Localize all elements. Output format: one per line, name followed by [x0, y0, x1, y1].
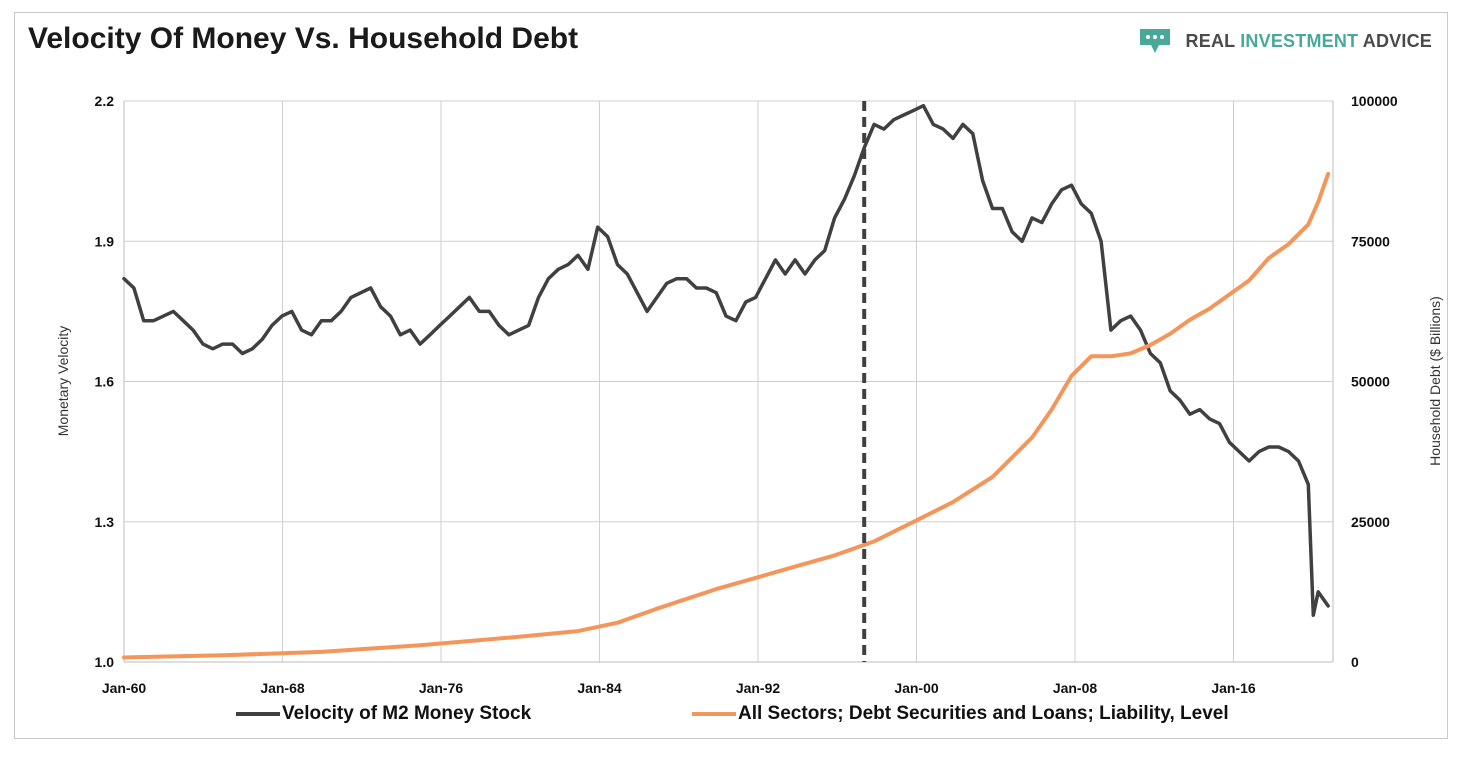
- y-left-tick-label: 1.9: [95, 233, 115, 249]
- legend-swatch-debt: [692, 712, 736, 716]
- speech-bubble-dots-icon: [1139, 29, 1170, 53]
- legend-item-debt: All Sectors; Debt Securities and Loans; …: [692, 703, 1229, 725]
- series-lines: [122, 103, 1331, 660]
- legend-swatch-velocity: [236, 712, 280, 716]
- grid-lines: [123, 100, 1334, 663]
- y-left-tick-label: 1.3: [95, 514, 115, 530]
- x-tick-label: Jan-84: [577, 680, 622, 696]
- y-left-tick-label: 1.6: [95, 374, 115, 390]
- brand-logo-group: REAL INVESTMENT ADVICE: [1138, 26, 1432, 56]
- legend-label-debt: All Sectors; Debt Securities and Loans; …: [738, 703, 1229, 724]
- x-tick-label: Jan-60: [102, 680, 147, 696]
- y-right-tick-label: 100000: [1351, 93, 1398, 109]
- x-tick-label: Jan-08: [1053, 680, 1098, 696]
- y-left-tick-label: 2.2: [95, 93, 115, 109]
- y-right-tick-label: 50000: [1351, 374, 1390, 390]
- chart-legend: Velocity of M2 Money Stock All Sectors; …: [0, 703, 1464, 731]
- y-right-tick-label: 75000: [1351, 233, 1390, 249]
- series-line-velocity: [122, 103, 1330, 618]
- legend-label-velocity: Velocity of M2 Money Stock: [282, 703, 532, 724]
- y-right-tick-label: 0: [1351, 654, 1359, 670]
- tick-labels: 1.0 0 1.3 25000 1.6 50000 1.9 75000 2.2 100000 Jan…: [95, 93, 1398, 696]
- x-tick-label: Jan-92: [736, 680, 781, 696]
- y-right-axis-title: Household Debt ($ Billions): [1427, 296, 1443, 466]
- x-tick-label: Jan-16: [1211, 680, 1256, 696]
- y-left-tick-label: 1.0: [95, 654, 115, 670]
- chart-title: Velocity Of Money Vs. Household Debt: [28, 22, 579, 55]
- x-tick-label: Jan-68: [260, 680, 305, 696]
- legend-item-velocity: Velocity of M2 Money Stock: [236, 703, 531, 725]
- series-line-debt: [122, 171, 1331, 660]
- y-right-tick-label: 25000: [1351, 514, 1390, 530]
- x-tick-label: Jan-76: [419, 680, 464, 696]
- brand-name: REAL INVESTMENT ADVICE: [1185, 30, 1432, 51]
- chart-frame: [14, 12, 1448, 739]
- x-tick-label: Jan-00: [894, 680, 939, 696]
- y-left-axis-title: Monetary Velocity: [55, 326, 71, 437]
